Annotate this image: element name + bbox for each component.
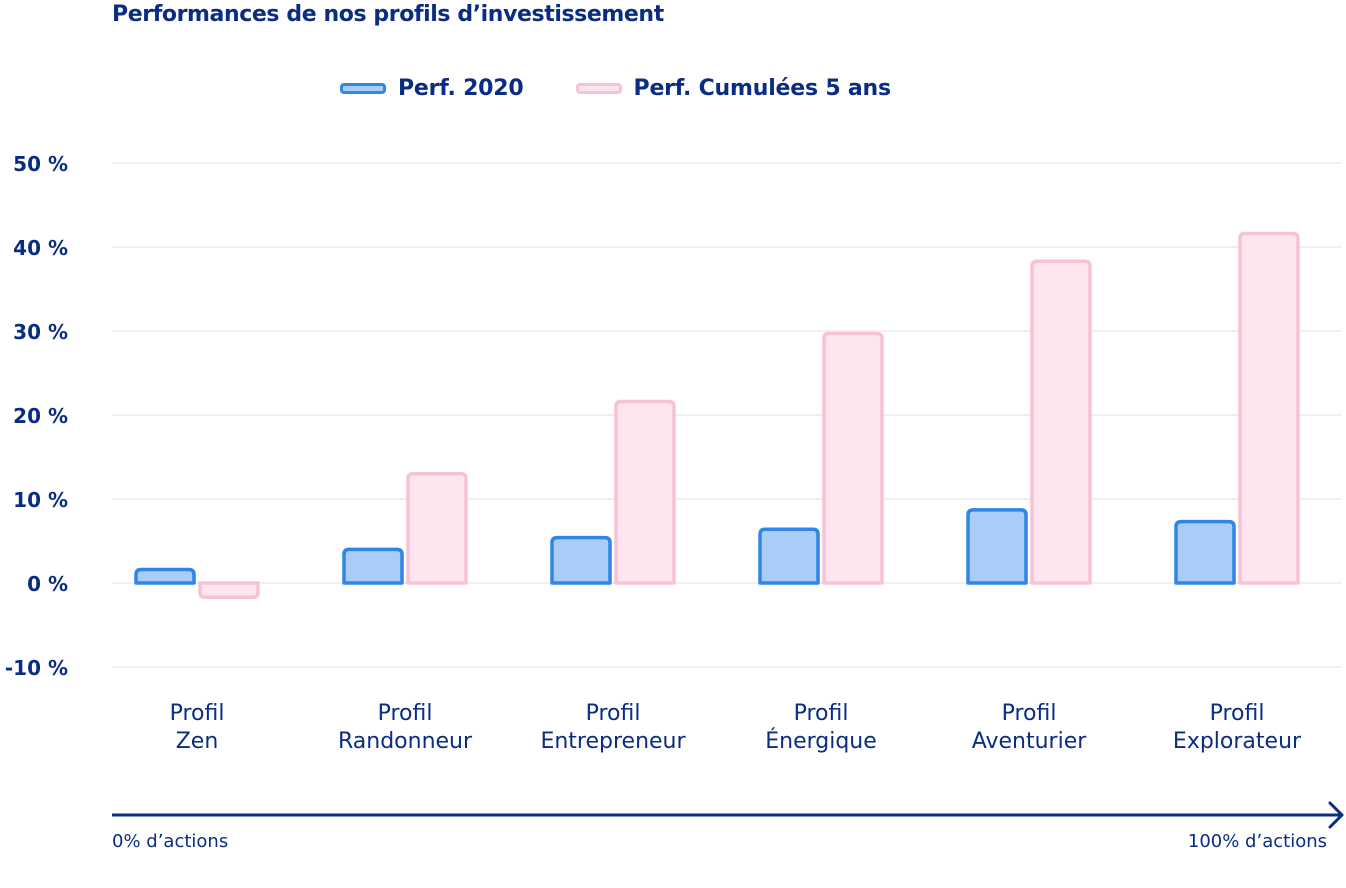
y-tick-label: 50 %	[13, 152, 68, 176]
legend: Perf. 2020 Perf. Cumulées 5 ans	[340, 76, 943, 101]
legend-swatch-perf-2020	[340, 83, 386, 94]
bars	[134, 231, 1300, 600]
y-tick-label: 20 %	[13, 404, 68, 428]
legend-label-perf-cumulees: Perf. Cumulées 5 ans	[633, 76, 892, 101]
x-category-label: Profil Énergique	[765, 701, 877, 754]
y-tick-label: 0 %	[27, 572, 68, 596]
legend-label-perf-2020: Perf. 2020	[398, 76, 524, 101]
chart-title: Performances de nos profils d’investisse…	[112, 2, 664, 27]
x-category-label: Profil Entrepreneur	[540, 701, 686, 754]
y-axis-ticks: -10 % 0 % 10 % 20 % 30 % 40 % 50 %	[5, 152, 68, 680]
x-category-label: Profil Randonneur	[338, 701, 473, 754]
bar-perf-2020	[758, 527, 820, 585]
bar-perf-2020	[966, 508, 1028, 585]
bar-perf-cumulees	[1238, 231, 1300, 585]
gridlines	[112, 162, 1342, 668]
y-tick-label: 10 %	[13, 488, 68, 512]
x-axis-categories: Profil Zen Profil Randonneur Profil Entrepren…	[170, 701, 1302, 754]
bar-perf-cumulees	[1030, 259, 1092, 585]
y-tick-label: 40 %	[13, 236, 68, 260]
bar-perf-2020	[134, 567, 196, 585]
y-tick-label: 30 %	[13, 320, 68, 344]
x-category-label: Profil Explorateur	[1173, 701, 1302, 754]
bar-perf-cumulees	[198, 581, 260, 600]
legend-item-perf-cumulees: Perf. Cumulées 5 ans	[575, 76, 892, 101]
bar-perf-cumulees	[822, 331, 884, 585]
bar-perf-2020	[1174, 519, 1236, 585]
legend-swatch-perf-cumulees	[575, 83, 622, 94]
bar-perf-2020	[342, 547, 404, 585]
bar-perf-2020	[550, 535, 612, 585]
arrow-head-icon	[1328, 801, 1344, 829]
arrow-end-label: 100% d’actions	[1188, 831, 1327, 852]
legend-item-perf-2020: Perf. 2020	[340, 76, 524, 101]
bar-perf-cumulees	[406, 472, 468, 585]
x-category-label: Profil Zen	[170, 701, 225, 754]
x-category-label: Profil Aventurier	[972, 701, 1088, 754]
y-tick-label: -10 %	[5, 656, 68, 680]
arrow-start-label: 0% d’actions	[112, 831, 228, 852]
equity-share-arrow: 0% d’actions 100% d’actions	[112, 801, 1344, 852]
bar-perf-cumulees	[614, 399, 676, 585]
